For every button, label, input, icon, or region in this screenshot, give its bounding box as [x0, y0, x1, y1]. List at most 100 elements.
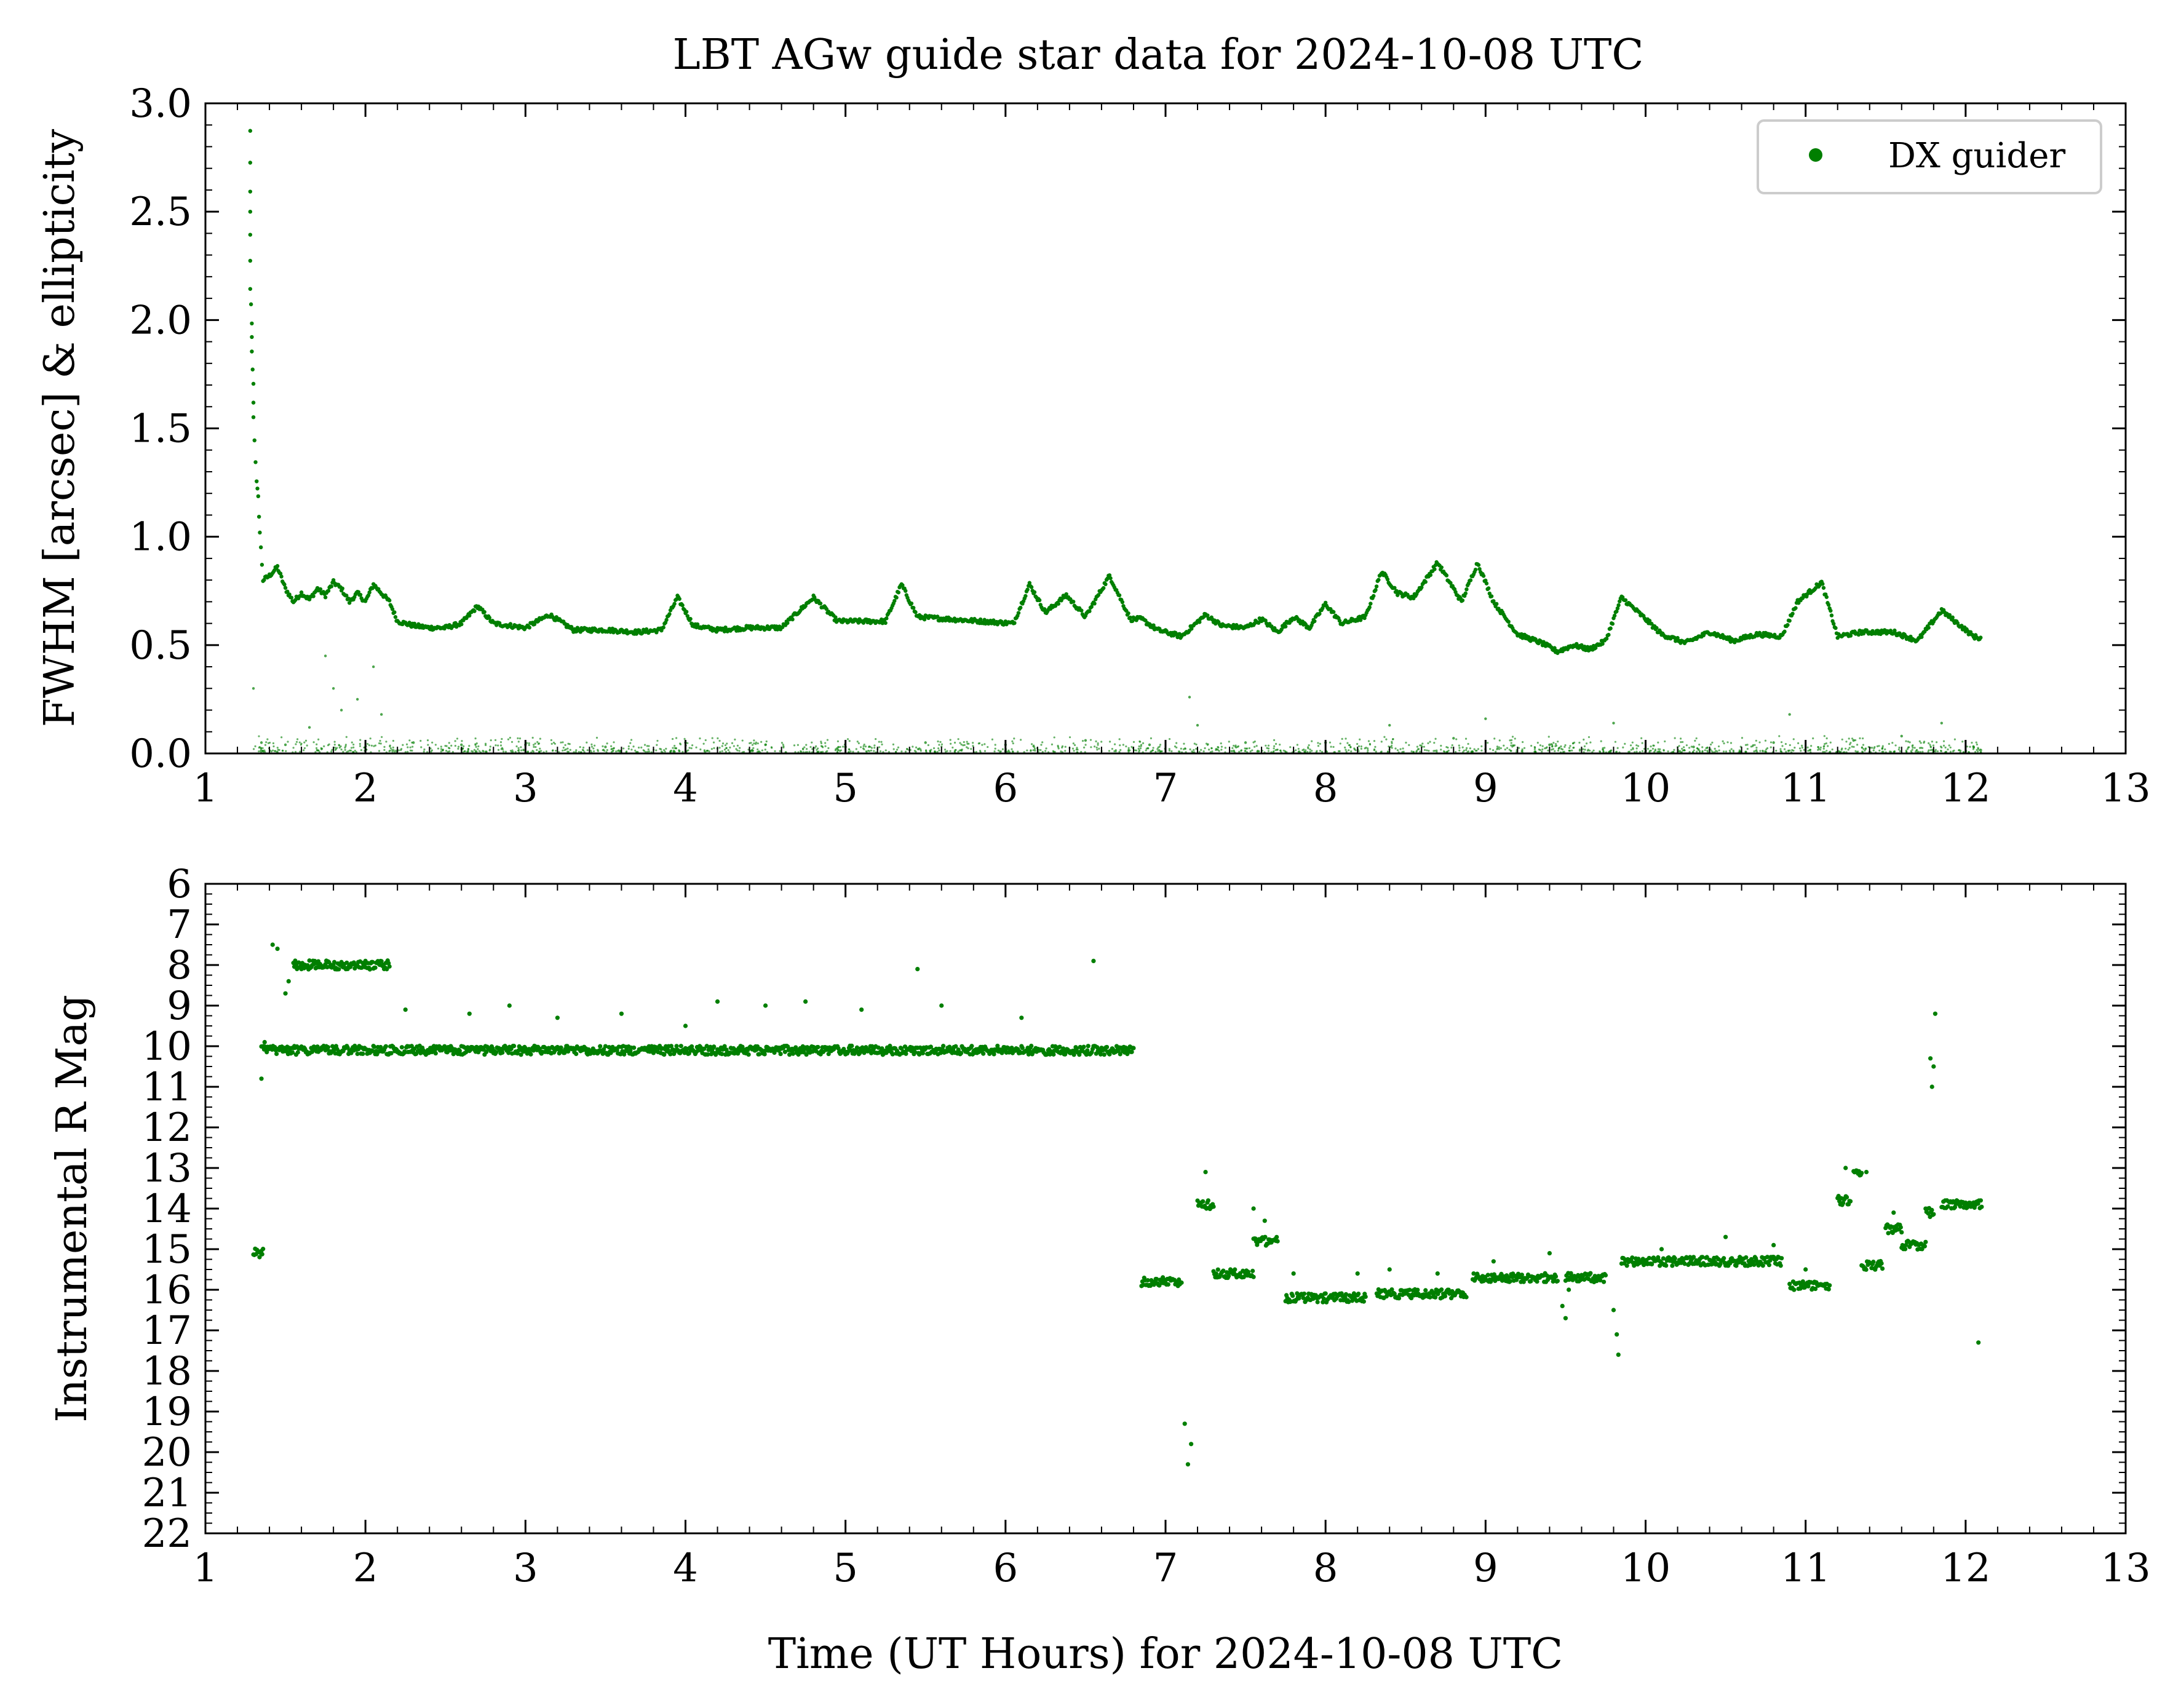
magnitude-point — [1433, 1295, 1438, 1300]
ellipticity-point — [943, 749, 947, 751]
ellipticity-point — [1948, 744, 1950, 747]
ellipticity-point — [411, 745, 414, 748]
ellipticity-point — [1942, 740, 1945, 742]
ellipticity-point — [1759, 750, 1762, 752]
ellipticity-point — [1817, 745, 1819, 749]
ellipticity-point — [1495, 750, 1497, 753]
ellipticity-point — [592, 750, 595, 753]
fwhm-point — [248, 302, 253, 306]
ellipticity-point — [494, 739, 497, 741]
magnitude-point — [902, 1044, 908, 1049]
ellipticity-point — [954, 751, 956, 753]
ellipticity-point — [1011, 740, 1014, 742]
ellipticity-point — [1838, 750, 1841, 753]
ellipticity-point — [1772, 741, 1775, 744]
ellipticity-point — [1674, 737, 1676, 739]
ellipticity-point — [463, 750, 466, 753]
magnitude-point — [995, 1043, 1000, 1049]
ellipticity-point — [856, 741, 859, 743]
magnitude-point — [1346, 1300, 1351, 1305]
ellipticity-point — [340, 749, 343, 751]
ellipticity-point — [962, 744, 964, 747]
ellipticity-point — [1057, 747, 1060, 750]
ellipticity-point — [1168, 748, 1170, 750]
ellipticity-point — [1848, 743, 1851, 745]
fwhm-point — [256, 494, 261, 499]
ellipticity-point — [846, 738, 849, 741]
ellipticity-point — [803, 746, 806, 749]
ellipticity-point — [1498, 746, 1500, 749]
fwhm-point — [487, 616, 491, 620]
fwhm-point — [1527, 635, 1531, 639]
ellipticity-point — [757, 748, 759, 751]
ellipticity-point — [1534, 746, 1536, 749]
ellipticity-point — [274, 750, 277, 752]
ellipticity-point — [1265, 744, 1267, 747]
ellipticity-point — [1108, 750, 1111, 752]
fwhm-xtick-label: 2 — [353, 766, 378, 811]
ellipticity-point — [538, 742, 541, 745]
fwhm-point — [250, 349, 254, 354]
ellipticity-point — [489, 749, 491, 751]
fwhm-point — [1374, 584, 1379, 589]
ellipticity-point — [1244, 750, 1246, 752]
ellipticity-point — [1800, 750, 1802, 752]
fwhm-point — [1120, 600, 1125, 605]
magnitude-point — [1315, 1300, 1320, 1305]
ellipticity-point — [345, 736, 348, 738]
ellipticity-point — [1765, 748, 1768, 751]
ellipticity-point — [1775, 750, 1778, 752]
ellipticity-point — [445, 750, 448, 752]
ellipticity-point — [727, 749, 729, 752]
magnitude-point — [418, 1051, 423, 1055]
ellipticity-point — [1177, 750, 1180, 753]
magnitude-point — [370, 1049, 375, 1054]
ellipticity-point — [1975, 741, 1977, 744]
ellipticity-point — [1541, 750, 1543, 753]
ellipticity-point — [1097, 744, 1099, 746]
ellipticity-point — [1257, 750, 1259, 753]
ellipticity-point — [875, 738, 877, 741]
fwhm-point — [1520, 636, 1525, 640]
ellipticity-point — [333, 741, 336, 743]
magnitude-point — [332, 959, 337, 964]
ellipticity-point — [1921, 750, 1924, 753]
ellipticity-point — [427, 744, 429, 746]
ellipticity-point — [1093, 745, 1096, 748]
ellipticity-point — [1350, 750, 1353, 753]
fwhm-point — [1071, 600, 1076, 604]
magnitude-point — [360, 1051, 365, 1056]
ellipticity-point — [490, 739, 492, 742]
ellipticity-point — [739, 747, 741, 749]
ellipticity-point — [695, 746, 697, 749]
ellipticity-point — [437, 747, 440, 750]
ellipticity-point — [959, 742, 961, 744]
ellipticity-point — [1451, 744, 1453, 747]
ellipticity-point — [726, 742, 728, 745]
ellipticity-point — [1781, 745, 1784, 747]
ellipticity-point — [1345, 750, 1348, 753]
ellipticity-point — [679, 743, 682, 745]
ellipticity-point — [857, 750, 860, 753]
fwhm-ytick-label: 1.5 — [129, 407, 192, 452]
ellipticity-point — [378, 750, 381, 752]
ellipticity-point — [782, 744, 784, 746]
ellipticity-point — [710, 748, 713, 750]
ellipticity-point — [1450, 746, 1453, 749]
ellipticity-point — [1755, 739, 1757, 742]
fwhm-point — [262, 578, 266, 582]
ellipticity-point — [478, 750, 480, 752]
ellipticity-point — [1908, 746, 1910, 749]
fwhm-point — [912, 606, 916, 610]
ellipticity-point — [1603, 747, 1606, 749]
fwhm-point — [1893, 628, 1897, 633]
ellipticity-point — [1419, 750, 1421, 753]
fwhm-point — [1128, 615, 1132, 620]
ellipticity-point — [1224, 747, 1226, 749]
ellipticity-point — [1572, 747, 1575, 749]
magnitude-point — [1392, 1291, 1397, 1297]
ellipticity-point — [1296, 744, 1298, 746]
magnitude-point — [1074, 1046, 1079, 1051]
ellipticity-point — [1231, 747, 1234, 749]
